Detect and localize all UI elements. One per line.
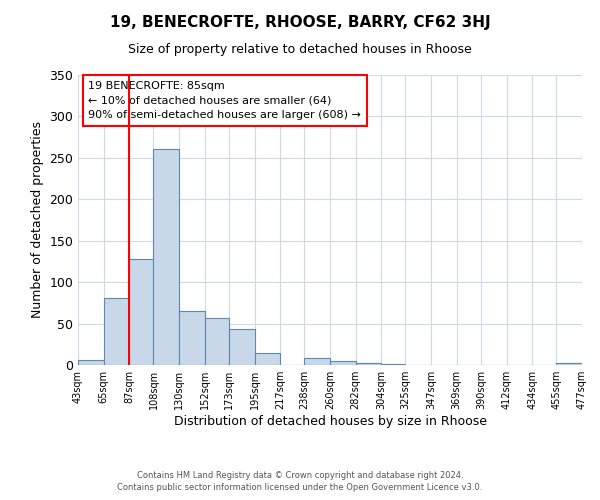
X-axis label: Distribution of detached houses by size in Rhoose: Distribution of detached houses by size … (173, 415, 487, 428)
Bar (330, 361, 356, 365)
Bar (154, 148, 179, 365)
Bar (205, 318, 229, 365)
Bar (229, 328, 254, 365)
Y-axis label: Number of detached properties: Number of detached properties (31, 122, 44, 318)
Bar (381, 364, 406, 365)
Text: Size of property relative to detached houses in Rhoose: Size of property relative to detached ho… (128, 42, 472, 56)
Bar (356, 364, 381, 365)
Bar (304, 358, 330, 365)
Text: 19, BENECROFTE, RHOOSE, BARRY, CF62 3HJ: 19, BENECROFTE, RHOOSE, BARRY, CF62 3HJ (110, 15, 490, 30)
Bar (254, 352, 280, 365)
Bar (104, 298, 129, 365)
Text: 19 BENECROFTE: 85sqm
← 10% of detached houses are smaller (64)
90% of semi-detac: 19 BENECROFTE: 85sqm ← 10% of detached h… (88, 81, 361, 120)
Bar (129, 259, 154, 365)
Text: Contains public sector information licensed under the Open Government Licence v3: Contains public sector information licen… (118, 484, 482, 492)
Bar (78, 360, 104, 365)
Bar (179, 311, 205, 365)
Text: Contains HM Land Registry data © Crown copyright and database right 2024.: Contains HM Land Registry data © Crown c… (137, 471, 463, 480)
Bar (556, 364, 582, 365)
